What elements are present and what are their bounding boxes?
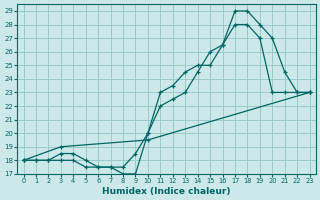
X-axis label: Humidex (Indice chaleur): Humidex (Indice chaleur) bbox=[102, 187, 231, 196]
